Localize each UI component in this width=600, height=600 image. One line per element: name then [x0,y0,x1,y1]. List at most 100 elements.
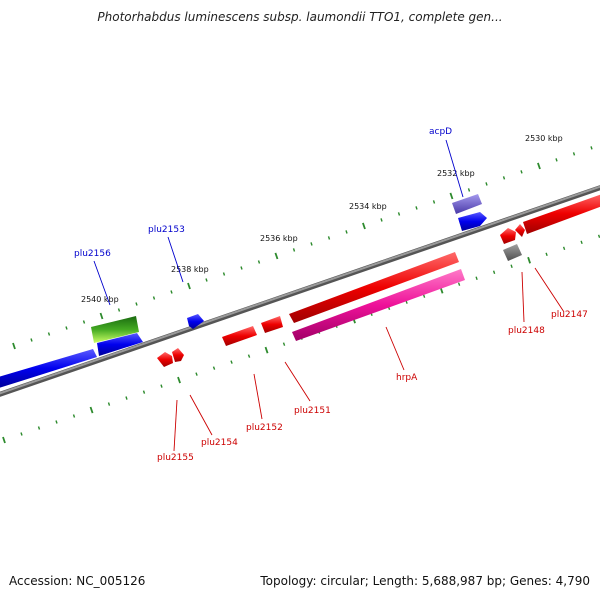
upper-tick [135,302,138,306]
upper-tick [65,326,68,330]
lower-tick [492,270,496,275]
tick-labels: 2530 kbp 2532 kbp 2534 kbp 2536 kbp 2538… [81,134,563,304]
lower-tick [527,256,531,264]
lower-tick [282,342,286,346]
gene-feature-hrpA[interactable] [292,269,465,341]
forward-strand-features [0,194,487,388]
upper-tick [117,308,121,312]
upper-tick [555,158,558,162]
gene-label-plu2154[interactable]: plu2154 [201,438,238,448]
gene-label-plu2151[interactable]: plu2151 [294,406,331,416]
gene-label-plu2156[interactable]: plu2156 [74,249,111,259]
lower-tick [562,246,566,251]
lower-tick [580,240,583,245]
lower-tick [20,432,23,436]
page-title: Photorhabdus luminescens subsp. laumondi… [97,10,503,24]
lower-tick [55,420,58,424]
tick-label-2538: 2538 kbp [171,265,209,274]
tick-row-lower [2,234,600,444]
lower-tick [212,366,216,370]
leader-acpD [445,139,464,198]
upper-tick [362,222,366,230]
gene-feature-plu2151[interactable] [261,316,283,333]
gene-label-hrpA[interactable]: hrpA [396,373,418,383]
gene-feature-grey[interactable] [503,244,522,261]
upper-tick [520,170,523,174]
upper-tick [240,266,243,270]
lower-tick [72,414,76,418]
upper-tick [152,296,156,300]
genome-backbone-highlight [0,185,600,395]
upper-tick [590,146,593,150]
gene-labels: acpD plu2153 plu2156 plu2147 plu2148 hrp… [74,127,588,463]
tick-label-2530: 2530 kbp [525,134,563,143]
lower-tick [510,264,513,269]
upper-tick [222,272,226,276]
accession-text: Accession: NC_005126 [9,574,146,588]
lower-tick [2,436,6,444]
leader-hrpA [385,326,405,371]
upper-tick [12,342,16,350]
lower-tick [230,360,233,364]
upper-tick [502,176,506,180]
gene-feature-blue-small[interactable] [97,333,143,356]
upper-tick [205,278,208,282]
leader-lines [93,139,565,452]
gene-feature-plu2155[interactable] [157,352,173,367]
gene-feature-acpD[interactable] [452,194,482,214]
lower-tick [195,372,198,376]
gene-feature-red-right[interactable] [523,193,600,234]
lower-tick [475,276,478,281]
upper-tick [257,260,261,264]
lower-tick [160,384,163,388]
gene-feature-plu2154[interactable] [172,348,184,362]
tick-row-upper [12,146,593,350]
leader-plu2151 [284,361,311,402]
upper-tick [170,290,173,294]
upper-tick [187,282,191,290]
gene-feature-red-large[interactable] [289,252,459,323]
gene-label-plu2153[interactable]: plu2153 [148,225,185,235]
gene-feature-plu2148[interactable] [500,228,516,244]
upper-tick [274,252,279,260]
lower-tick [89,406,94,414]
leader-plu2147 [534,267,565,313]
lower-tick [264,346,269,354]
lower-tick [422,294,426,298]
gene-feature-green[interactable] [91,316,139,343]
gene-label-plu2152[interactable]: plu2152 [246,423,283,433]
reverse-strand-features [157,193,600,367]
lower-tick [247,354,251,358]
tick-label-2534: 2534 kbp [349,202,387,211]
upper-tick [380,218,383,222]
gene-feature-blue-large[interactable] [0,349,97,388]
lower-tick [457,282,461,286]
leader-plu2148 [521,271,525,323]
lower-tick [37,426,41,430]
leader-plu2156 [93,260,111,306]
gene-label-plu2148[interactable]: plu2148 [508,326,545,336]
gene-label-plu2147[interactable]: plu2147 [551,310,588,320]
gene-feature-plu2152[interactable] [222,326,257,346]
gene-label-acpD[interactable]: acpD [429,127,452,137]
topology-text: Topology: circular; Length: 5,688,987 bp… [260,574,590,588]
lower-tick [405,300,408,304]
leader-plu2152 [253,373,263,420]
upper-tick [345,230,348,234]
gene-label-plu2155[interactable]: plu2155 [157,453,194,463]
lower-tick [142,390,146,394]
gene-feature-plu2147[interactable] [515,224,525,237]
upper-tick [485,182,488,186]
lower-tick [597,234,600,239]
lower-tick [545,252,548,257]
gene-feature-plu2153[interactable] [187,314,204,329]
upper-tick [327,236,331,240]
leader-plu2153 [167,236,184,283]
leader-plu2155 [173,399,178,452]
gene-feature-blue-near-acpD[interactable] [458,212,487,231]
upper-tick [572,152,576,156]
upper-tick [415,206,418,210]
tick-label-2536: 2536 kbp [260,234,298,243]
upper-tick [467,188,471,192]
